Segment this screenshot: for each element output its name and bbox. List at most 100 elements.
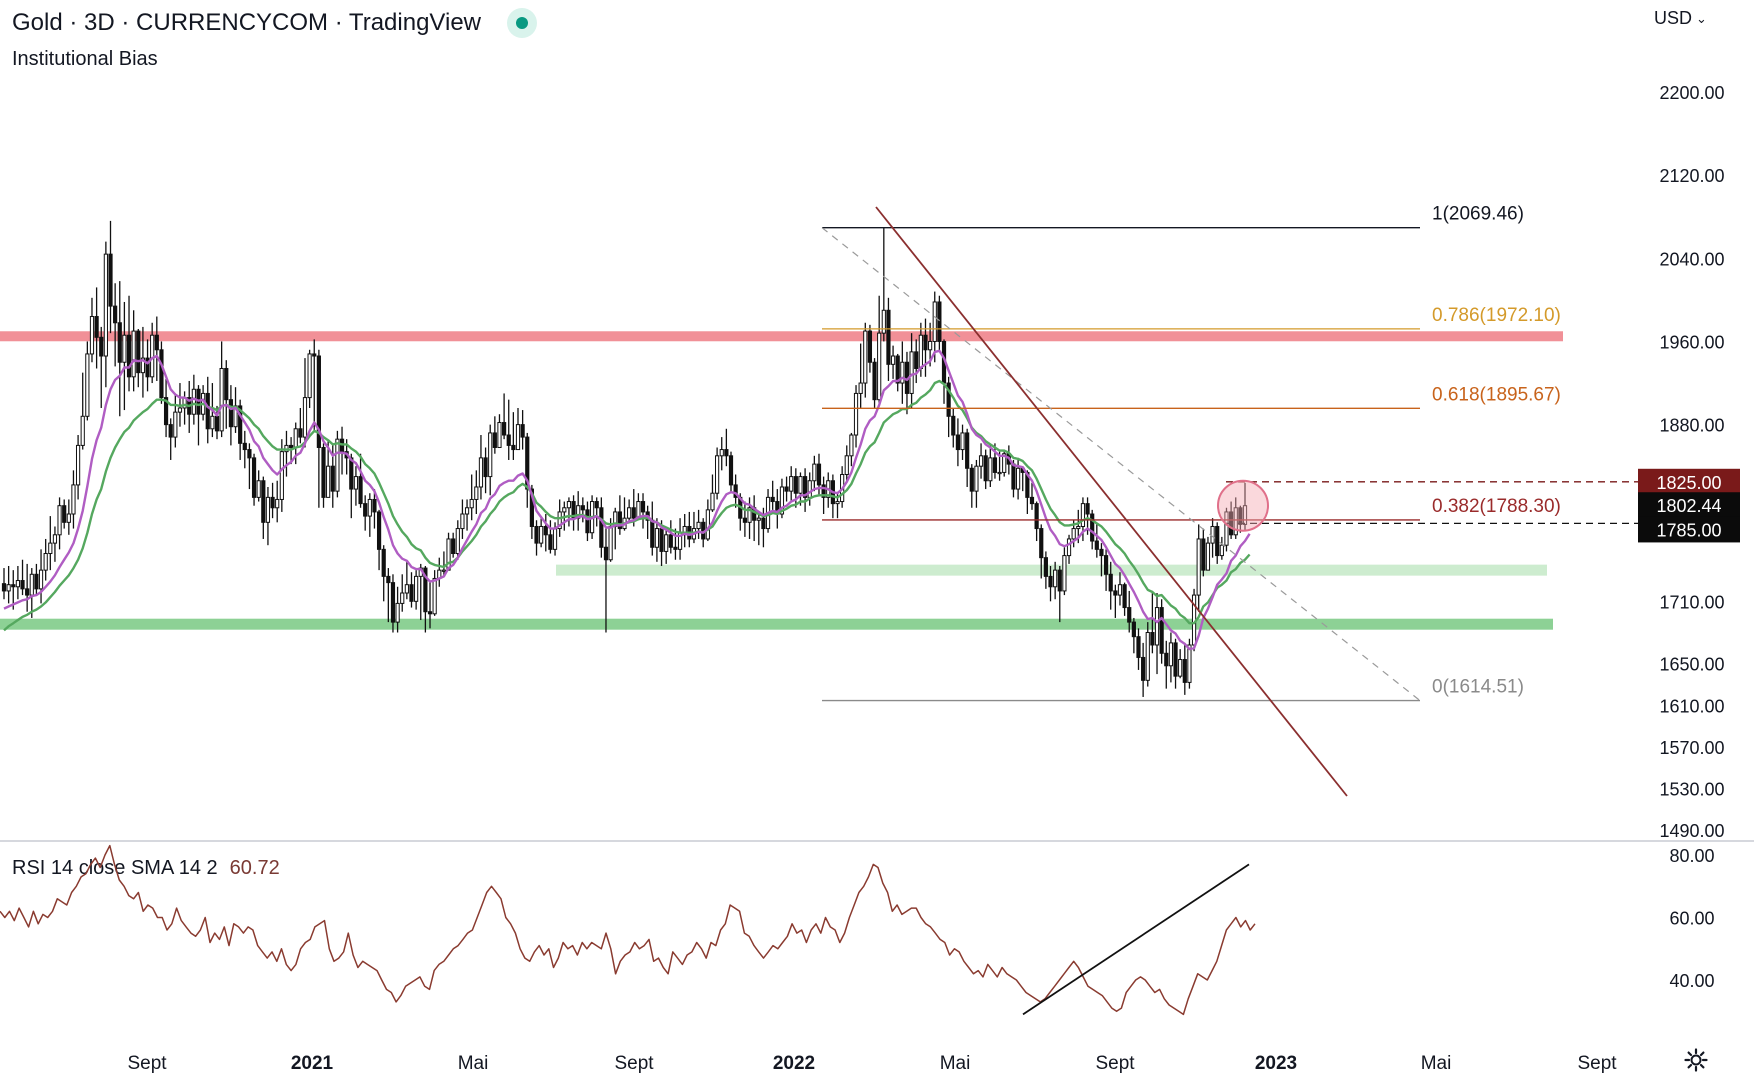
indicator-legend[interactable]: Institutional Bias <box>12 48 158 70</box>
candle-body <box>108 253 113 307</box>
candle-body <box>488 432 493 478</box>
candle <box>228 385 233 446</box>
time-tick-label: 2023 <box>1255 1053 1297 1074</box>
candle <box>11 570 16 610</box>
candle-body <box>1113 590 1118 596</box>
candle-body <box>1002 453 1007 473</box>
candle <box>807 472 812 506</box>
candle <box>15 565 20 600</box>
candle <box>881 227 886 342</box>
candle <box>955 418 961 467</box>
overlay-layer: 1(2069.46) 0.786(1972.10) 0.618(1895.67) 0.… <box>0 204 1640 1016</box>
rsi-tick-label: 40.00 <box>1669 971 1714 991</box>
candle-body <box>1201 538 1206 571</box>
candle <box>812 455 817 492</box>
candle <box>525 432 530 508</box>
rsi-tick-label: 60.00 <box>1669 909 1714 929</box>
candle <box>1238 505 1243 533</box>
candle-body <box>261 480 266 523</box>
candle-body <box>1117 584 1123 596</box>
candle <box>645 505 650 539</box>
candle-body <box>1029 496 1035 505</box>
candle <box>441 551 447 577</box>
candle-body <box>103 253 108 357</box>
ema-slow-line <box>3 379 1251 632</box>
currency-selector[interactable]: USD ⌄ <box>1654 8 1707 29</box>
candle-body <box>214 415 220 432</box>
candle <box>136 328 141 388</box>
candle-body <box>256 480 261 498</box>
candle <box>256 470 261 502</box>
candle-body <box>923 334 928 351</box>
candle <box>196 385 201 446</box>
candle <box>312 339 317 431</box>
time-tick-label: Mai <box>458 1053 489 1074</box>
candle-body <box>654 528 660 548</box>
candle <box>488 424 493 496</box>
candle-body <box>664 534 669 552</box>
candle-body <box>1034 503 1039 530</box>
candle-body <box>363 503 368 517</box>
candle-body <box>928 340 933 351</box>
candle <box>52 526 58 562</box>
time-tick-label: 2022 <box>773 1053 815 1074</box>
candle <box>983 449 988 490</box>
candle <box>89 297 95 363</box>
candle <box>548 520 553 554</box>
candle-body <box>483 457 488 478</box>
candle <box>302 358 308 448</box>
candle-body <box>349 457 354 490</box>
candle <box>117 281 122 417</box>
candle-body <box>779 486 785 515</box>
candle <box>251 453 257 506</box>
candle-body <box>631 507 636 519</box>
candle-body <box>849 434 854 457</box>
candle-body <box>6 584 11 592</box>
candle-body <box>1071 528 1076 540</box>
candle <box>696 509 701 539</box>
market-status-icon[interactable] <box>507 8 537 38</box>
candle-body <box>914 351 919 369</box>
price-tick-label: 1960.00 <box>1659 332 1724 352</box>
candle-body <box>478 457 484 488</box>
candle-body <box>464 507 470 515</box>
candle <box>150 322 155 384</box>
time-tick-label: 2021 <box>291 1053 334 1074</box>
candle <box>1233 497 1238 539</box>
candle <box>664 526 669 564</box>
candle-body <box>543 525 548 536</box>
candle-body <box>1238 507 1243 525</box>
candle <box>409 572 414 608</box>
candle-body <box>960 432 965 451</box>
axis-layer: 2200.00 2120.00 2040.00 1960.00 1880.00 1710.… <box>0 83 1754 1074</box>
candle-body <box>279 451 284 500</box>
settings-gear-icon[interactable] <box>1684 1048 1708 1072</box>
candle-body <box>807 480 812 498</box>
candle-body <box>326 465 331 498</box>
candle <box>733 474 738 508</box>
candle-body <box>770 496 775 503</box>
candle-body <box>474 486 479 500</box>
candle-body <box>205 392 210 430</box>
candle-body <box>122 334 127 363</box>
candle-body <box>747 507 752 523</box>
candle-body <box>988 457 993 482</box>
candle-body <box>210 415 215 430</box>
candle-body <box>728 455 734 486</box>
candle-body <box>1062 555 1067 592</box>
candle-body <box>390 582 396 623</box>
candle <box>1196 524 1201 612</box>
candle <box>784 476 789 502</box>
candle <box>965 428 970 487</box>
candle-body <box>251 457 257 498</box>
candle-body <box>75 444 81 486</box>
candle <box>849 432 854 467</box>
candle-body <box>312 353 317 357</box>
candle <box>1113 584 1118 618</box>
candle-body <box>1099 548 1104 557</box>
candle-body <box>1127 607 1132 623</box>
candle-body <box>580 505 585 511</box>
candle-body <box>154 334 159 351</box>
candle <box>951 407 956 448</box>
